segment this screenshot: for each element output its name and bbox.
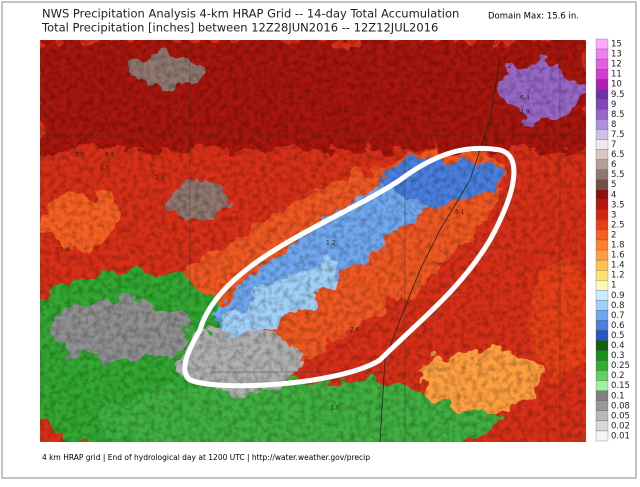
legend-label: 1.8 [611, 241, 625, 251]
legend-swatch [595, 410, 609, 422]
legend-label: 4 [611, 190, 616, 200]
legend-swatch [595, 420, 609, 432]
legend-label: 3 [611, 210, 616, 220]
legend-swatch [595, 119, 609, 130]
legend-swatch [595, 219, 609, 231]
legend-label: 0.2 [611, 371, 625, 381]
legend-swatch [595, 99, 609, 110]
legend-swatch [595, 58, 609, 70]
legend-swatch [595, 340, 609, 351]
legend-label: 2 [611, 230, 616, 240]
legend-label: 0.5 [611, 331, 625, 341]
legend-label: 0.7 [611, 311, 625, 321]
legend-label: 15 [611, 40, 622, 50]
legend-swatch [595, 390, 609, 401]
map-value-label: 1.4 [60, 247, 70, 254]
legend-label: 1.4 [611, 261, 625, 271]
legend-swatch [595, 259, 609, 271]
map-value-label: 1.2 [326, 240, 336, 247]
legend-swatch [595, 48, 609, 60]
legend-label: 0.4 [611, 341, 625, 351]
map-value-label: 2.0 [75, 152, 85, 159]
legend-label: 0.3 [611, 351, 625, 361]
legend-label: 10 [611, 80, 622, 90]
map-value-label: 1.0 [330, 405, 340, 412]
legend-swatch [595, 89, 609, 100]
legend-swatch [595, 280, 609, 291]
legend-swatch [595, 179, 609, 190]
legend-swatch [595, 269, 609, 281]
legend-swatch [595, 109, 609, 120]
legend-swatch [595, 139, 609, 150]
legend-label: 3.5 [611, 200, 625, 210]
legend-label: 6.5 [611, 150, 625, 160]
legend-swatch [595, 169, 609, 180]
legend-label: 6 [611, 160, 616, 170]
legend-label: 9.5 [611, 90, 625, 100]
legend-label: 0.6 [611, 321, 625, 331]
legend-label: 11 [611, 70, 622, 80]
legend-label: 5 [611, 180, 616, 190]
legend: 15131211109.598.587.576.565.5543.532.521… [595, 38, 630, 442]
map-value-label: 4.9 [520, 109, 530, 116]
legend-swatch [595, 69, 609, 80]
legend-label: 0.8 [611, 301, 625, 311]
legend-swatch [595, 350, 609, 361]
legend-label: 0.9 [611, 291, 625, 301]
legend-swatch [595, 310, 609, 321]
legend-swatch [595, 149, 609, 160]
footer: 4 km HRAP grid | End of hydrological day… [42, 453, 370, 462]
legend-swatch [595, 380, 609, 391]
map-value-label: 2.6 [350, 327, 360, 334]
map-value-label: 6.4 [520, 95, 530, 102]
legend-label: 7.5 [611, 130, 625, 140]
legend-label: 5.5 [611, 170, 625, 180]
legend-swatch [595, 370, 609, 381]
legend-swatch [595, 129, 609, 140]
map-value-label: 0.8 [105, 152, 115, 159]
legend-label: 0.01 [611, 431, 630, 441]
legend-label: 1.2 [611, 271, 625, 281]
map-value-label: 2.1 [338, 107, 348, 114]
legend-label: 0.1 [611, 391, 625, 401]
title: NWS Precipitation Analysis 4-km HRAP Gri… [42, 7, 459, 21]
legend-swatch [595, 239, 609, 251]
legend-label: 8.5 [611, 110, 625, 120]
legend-label: 13 [611, 50, 622, 60]
legend-label: 9 [611, 100, 616, 110]
legend-swatch [595, 189, 609, 200]
map-value-label: 2.4 [155, 175, 165, 182]
legend-swatch [595, 320, 609, 331]
legend-label: 0.02 [611, 421, 630, 431]
legend-label: 2.5 [611, 220, 625, 230]
legend-swatch [595, 330, 609, 341]
legend-swatch [595, 38, 609, 50]
legend-swatch [595, 290, 609, 301]
legend-label: 0.15 [611, 381, 630, 391]
legend-swatch [595, 300, 609, 311]
map: 2.0 1.5 2.4 1.4 2.1 0.8 1.0 1.2 5.1 6.4 4.9 2.6 [40, 40, 586, 442]
legend-label: 0.08 [611, 401, 630, 411]
legend-label: 12 [611, 60, 622, 70]
domain-max: Domain Max: 15.6 in. [488, 12, 579, 22]
legend-swatch [595, 249, 609, 261]
legend-swatch [595, 159, 609, 170]
legend-label: 0.25 [611, 361, 630, 371]
subtitle: Total Precipitation [inches] between 12Z… [41, 21, 438, 35]
legend-swatch [595, 360, 609, 371]
legend-swatch [595, 79, 609, 90]
legend-label: 8 [611, 120, 616, 130]
legend-swatch [595, 209, 609, 221]
legend-label: 1 [611, 281, 616, 291]
legend-label: 7 [611, 140, 616, 150]
legend-label: 1.6 [611, 251, 625, 261]
legend-label: 0.05 [611, 411, 630, 421]
legend-swatch [595, 199, 609, 211]
map-value-label: 1.5 [100, 165, 110, 172]
legend-swatch [595, 430, 609, 442]
map-value-label: 5.1 [455, 209, 465, 216]
legend-swatch [595, 229, 609, 241]
legend-swatch [595, 400, 609, 411]
